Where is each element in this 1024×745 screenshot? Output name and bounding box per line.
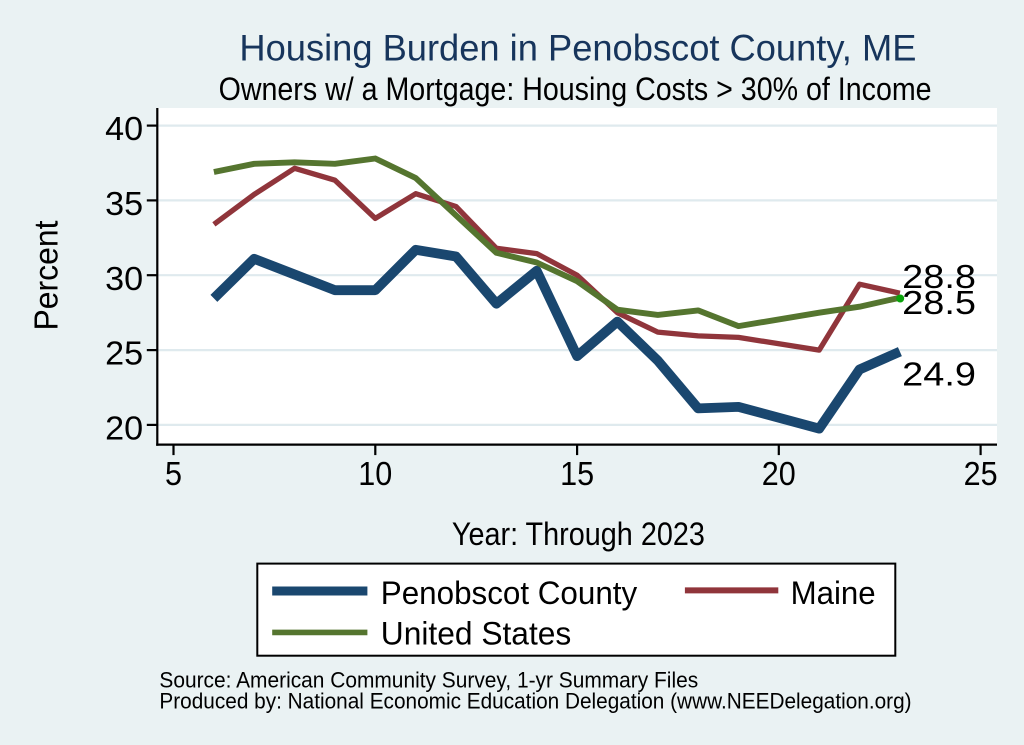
svg-text:Maine: Maine — [791, 575, 876, 611]
svg-text:United States: United States — [381, 616, 572, 652]
svg-text:Percent: Percent — [28, 221, 65, 331]
svg-text:28.5: 28.5 — [902, 284, 976, 321]
svg-text:15: 15 — [560, 455, 594, 492]
svg-text:10: 10 — [358, 455, 392, 492]
svg-text:Housing Burden in Penobscot Co: Housing Burden in Penobscot County, ME — [239, 27, 916, 69]
svg-text:28.8: 28.8 — [902, 258, 976, 295]
svg-text:Penobscot County: Penobscot County — [381, 575, 638, 611]
svg-text:20: 20 — [105, 409, 143, 446]
svg-text:Produced by: National Economic: Produced by: National Economic Education… — [159, 689, 911, 714]
svg-text:Source: American Community Sur: Source: American Community Survey, 1-yr … — [159, 667, 698, 692]
svg-text:5: 5 — [165, 455, 182, 492]
svg-text:24.9: 24.9 — [902, 355, 976, 392]
svg-text:35: 35 — [105, 185, 143, 222]
svg-text:Year: Through 2023: Year: Through 2023 — [452, 516, 705, 552]
svg-text:40: 40 — [105, 110, 143, 147]
svg-text:25: 25 — [964, 455, 998, 492]
svg-text:Owners w/ a Mortgage: Housing: Owners w/ a Mortgage: Housing Costs > 30… — [219, 71, 932, 107]
svg-text:30: 30 — [105, 260, 143, 297]
svg-text:25: 25 — [105, 335, 143, 372]
svg-text:20: 20 — [762, 455, 796, 492]
